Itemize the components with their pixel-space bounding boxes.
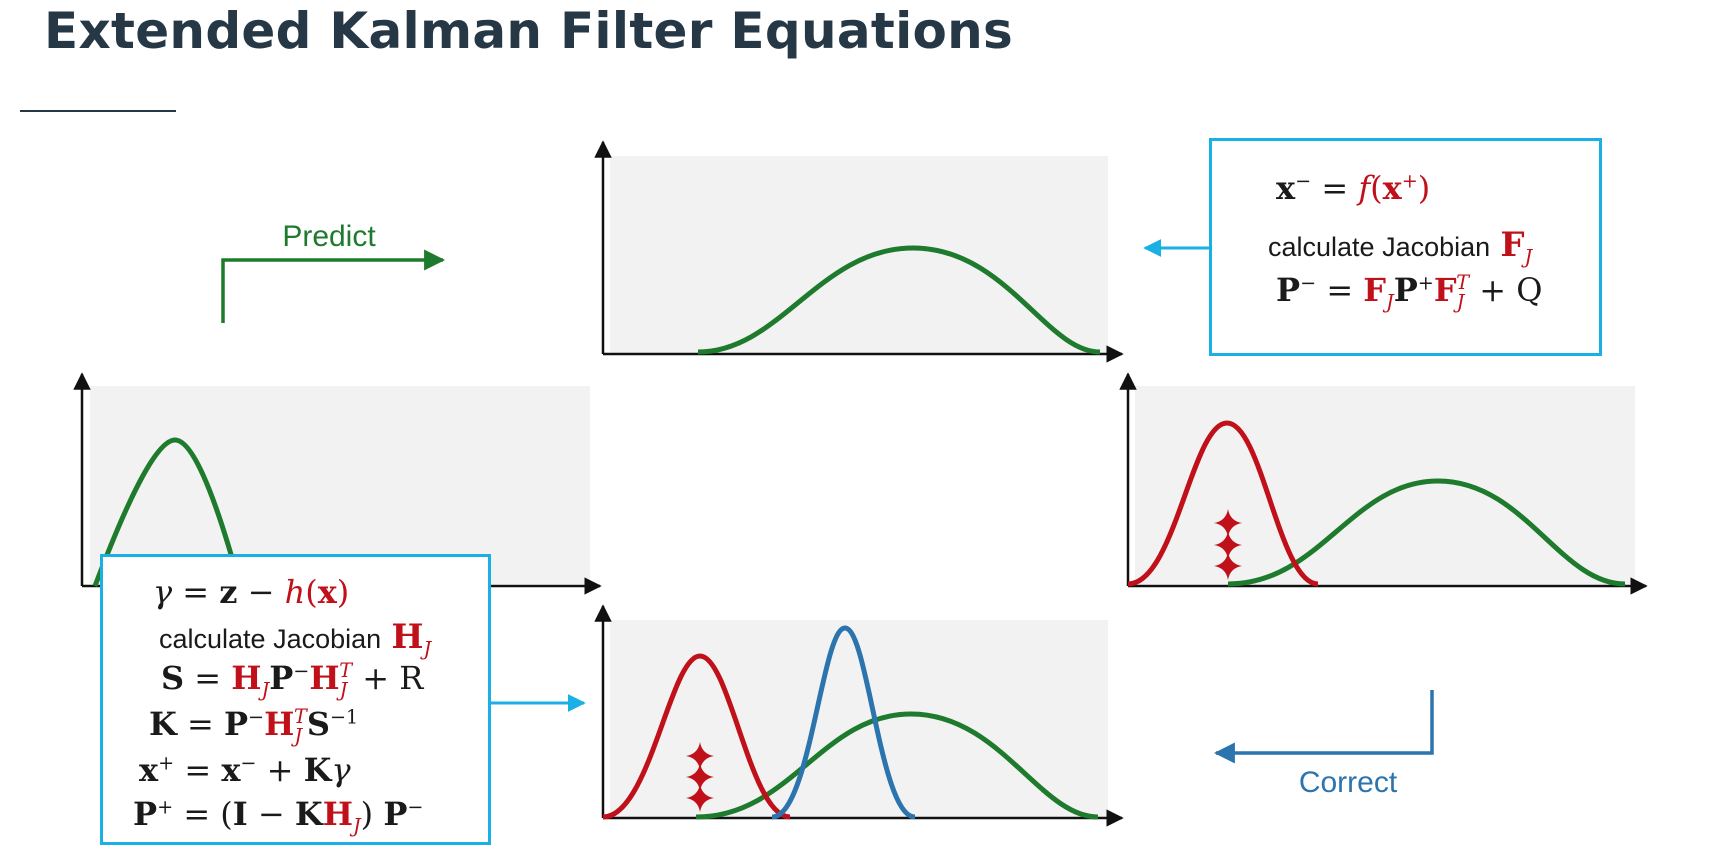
initial-estimate-curve xyxy=(92,437,243,587)
plot-prediction-and-measurement xyxy=(1119,372,1648,595)
jacobian-f-line: calculate Jacobian FJ xyxy=(1268,225,1533,269)
innovation-covariance-equation: S = HJP−HJT + R xyxy=(161,659,424,702)
correct-label: Correct xyxy=(1299,766,1398,799)
covariance-prediction-equation: P− = FJP+FJT + Q xyxy=(1276,271,1543,314)
jacobian-h-line: calculate Jacobian HJ xyxy=(159,617,432,661)
plot-background xyxy=(90,386,590,584)
measurement-curve xyxy=(1127,420,1319,587)
plot-predicted-state xyxy=(594,140,1124,363)
prediction-equations-box: x− = f(x+) calculate Jacobian FJ P− = FJ… xyxy=(1209,138,1602,356)
title-underline xyxy=(20,110,176,112)
plot-initial-state xyxy=(73,372,602,595)
state-update-equation: x+ = x− + Kγ xyxy=(139,751,351,789)
prediction-curve xyxy=(1227,478,1626,587)
predict-arrow: Predict xyxy=(221,220,446,323)
jacobian-f-label: calculate Jacobian xyxy=(1268,232,1491,262)
state-prediction-equation: x− = f(x+) xyxy=(1276,169,1431,207)
plot-background xyxy=(610,156,1108,353)
page-title: Extended Kalman Filter Equations xyxy=(44,2,1014,60)
covariance-update-equation: P+ = (I − KHJ) P− xyxy=(133,795,424,838)
correct-arrow: Correct xyxy=(1213,690,1434,799)
correction-equations-box: γ = z − h(x) calculate Jacobian HJ S = H… xyxy=(100,554,491,845)
innovation-equation: γ = z − h(x) xyxy=(153,573,350,611)
jacobian-h-label: calculate Jacobian xyxy=(159,624,382,654)
predict-label: Predict xyxy=(282,220,376,253)
plot-corrected-state xyxy=(594,604,1124,827)
plot-background xyxy=(1135,386,1635,584)
predicted-estimate-curve xyxy=(697,245,1101,355)
kalman-gain-equation: K = P−HJTS−1 xyxy=(149,705,359,748)
corrected-estimate-curve xyxy=(771,625,916,820)
measurement-curve xyxy=(602,653,791,820)
prediction-curve xyxy=(695,711,1099,820)
